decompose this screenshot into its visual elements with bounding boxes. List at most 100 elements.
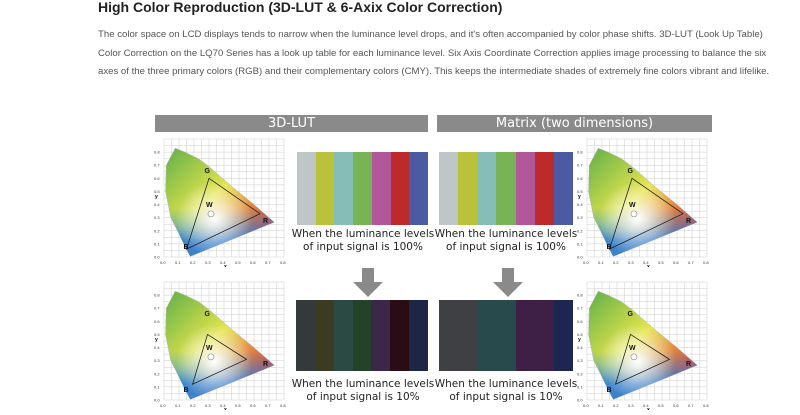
y-tick: 0.0: [154, 398, 160, 403]
header-matrix: Matrix (two dimensions): [437, 115, 712, 132]
x-tick: 0.4: [220, 260, 226, 265]
x-tick: 0.0: [160, 260, 166, 265]
x-tick: 0.8: [703, 260, 709, 265]
x-tick: 0.8: [703, 403, 709, 408]
y-tick: 0.3: [577, 215, 583, 220]
y-tick: 0.6: [154, 319, 160, 324]
cie-chart-3dlut-10: G W R B 0.0 0.0 0.1 0.1 0.2 0.2 0.3 0.3 0.4 0.4 0.5 0.5…: [154, 278, 290, 413]
color-bar: [296, 300, 315, 371]
point-label: B: [184, 244, 189, 251]
color-triangle: [191, 333, 248, 386]
point-label: G: [628, 311, 634, 318]
white-point: [207, 353, 215, 361]
x-tick: 0.1: [175, 403, 181, 408]
point-label: B: [607, 387, 612, 394]
white-point: [630, 210, 638, 218]
color-triangle: [614, 333, 671, 386]
x-tick: 0.2: [190, 260, 196, 265]
point-label: R: [263, 218, 268, 225]
color-bars-3dlut-100: [297, 152, 429, 225]
x-tick: 0.3: [628, 260, 634, 265]
y-tick: 0.8: [154, 293, 160, 298]
color-bar: [352, 300, 372, 371]
color-bar: [534, 300, 554, 371]
y-tick: 0.5: [154, 189, 160, 194]
y-tick: 0.6: [577, 176, 583, 181]
color-bar: [458, 152, 478, 225]
y-tick: 0.5: [154, 332, 160, 337]
cie-chart-3dlut-100: G W R B 0.0 0.0 0.1 0.1 0.2 0.2 0.3 0.3 0.4 0.4 0.5 0.5…: [154, 135, 290, 270]
x-tick: 0.2: [190, 403, 196, 408]
caption-3dlut-10: When the luminance levels of input signa…: [291, 378, 435, 403]
y-tick: 0.7: [154, 163, 160, 168]
y-tick: 0.2: [154, 228, 160, 233]
y-tick: 0.4: [577, 202, 583, 207]
x-tick: 0.6: [250, 403, 256, 408]
color-bars-3dlut-10: [296, 300, 429, 371]
y-tick: 0.0: [154, 255, 160, 260]
x-tick: 0.8: [280, 260, 286, 265]
point-label: B: [184, 387, 189, 394]
x-tick: 0.1: [175, 260, 181, 265]
x-tick: 0.2: [613, 260, 619, 265]
x-tick: 0.3: [205, 403, 211, 408]
y-tick: 0.4: [154, 345, 160, 350]
x-tick: 0.1: [598, 403, 604, 408]
point-label: G: [205, 311, 211, 318]
x-tick: 0.7: [265, 260, 271, 265]
color-bars-matrix-10: [439, 300, 573, 371]
y-axis-label: y: [155, 194, 158, 200]
y-tick: 0.2: [154, 371, 160, 376]
x-tick: 0.7: [688, 403, 694, 408]
color-bar: [458, 300, 478, 371]
white-point: [207, 210, 215, 218]
x-tick: 0.1: [598, 260, 604, 265]
white-point: [630, 353, 638, 361]
x-tick: 0.5: [235, 260, 241, 265]
y-axis-label: y: [578, 194, 581, 200]
color-triangle: [608, 177, 684, 250]
y-tick: 0.8: [577, 293, 583, 298]
color-bar: [553, 300, 573, 371]
color-bar: [439, 300, 459, 371]
y-tick: 0.0: [577, 255, 583, 260]
x-tick: 0.0: [583, 260, 589, 265]
y-tick: 0.7: [577, 306, 583, 311]
color-triangle: [185, 177, 261, 250]
point-label: W: [629, 202, 636, 209]
y-tick: 0.3: [577, 358, 583, 363]
y-tick: 0.8: [154, 150, 160, 155]
x-axis-label: x: [647, 264, 650, 267]
x-tick: 0.6: [250, 260, 256, 265]
x-axis-label: x: [647, 407, 650, 410]
y-tick: 0.7: [154, 306, 160, 311]
section-description: The color space on LCD displays tends to…: [98, 29, 770, 77]
y-tick: 0.1: [577, 241, 583, 246]
y-tick: 0.2: [577, 228, 583, 233]
x-tick: 0.0: [160, 403, 166, 408]
point-label: W: [206, 202, 213, 209]
x-tick: 0.4: [643, 260, 649, 265]
y-tick: 0.2: [577, 371, 583, 376]
y-tick: 0.1: [577, 384, 583, 389]
point-label: G: [205, 168, 211, 175]
x-tick: 0.5: [235, 403, 241, 408]
x-tick: 0.2: [613, 403, 619, 408]
color-bar: [333, 300, 353, 371]
color-bar: [409, 152, 429, 225]
color-bar: [515, 300, 535, 371]
y-axis-label: y: [578, 337, 581, 343]
point-label: B: [607, 244, 612, 251]
color-bar: [477, 152, 497, 225]
y-tick: 0.0: [577, 398, 583, 403]
x-tick: 0.0: [583, 403, 589, 408]
color-bar: [314, 300, 334, 371]
color-bars-matrix-100: [439, 152, 573, 225]
y-tick: 0.4: [577, 345, 583, 350]
y-tick: 0.3: [154, 358, 160, 363]
x-axis-label: x: [224, 407, 227, 410]
header-3d-lut: 3D-LUT: [155, 115, 428, 132]
color-bar: [496, 300, 516, 371]
cie-chart-matrix-100: G W R B 0.0 0.0 0.1 0.1 0.2 0.2 0.3 0.3 0.4 0.4 0.5 0.5…: [577, 135, 713, 270]
caption-3dlut-100: When the luminance levels of input signa…: [291, 228, 435, 253]
